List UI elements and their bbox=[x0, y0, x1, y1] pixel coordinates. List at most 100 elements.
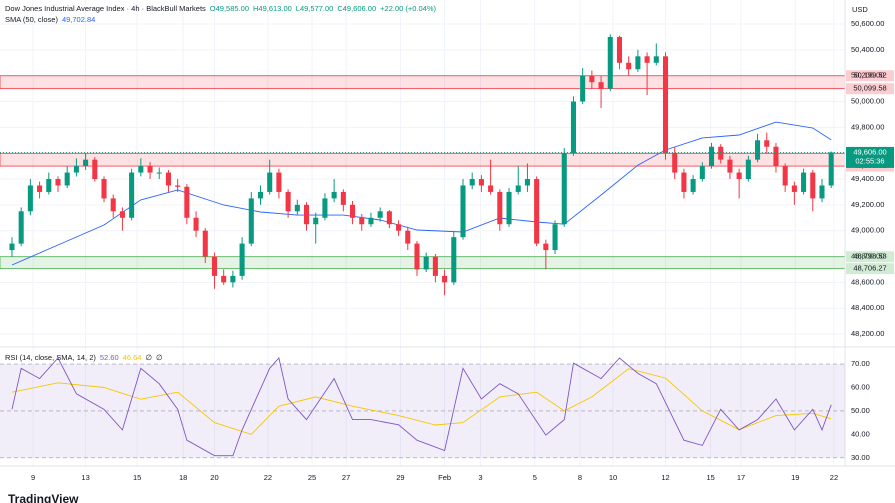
candle-body bbox=[432, 256, 438, 276]
candle-body bbox=[313, 217, 319, 225]
candle-body bbox=[156, 172, 162, 174]
y-tick-label: 50,600.00 bbox=[851, 19, 884, 28]
candle-body bbox=[773, 146, 779, 167]
candle-body bbox=[708, 146, 715, 167]
candle-body bbox=[488, 185, 494, 192]
y-tick-label: 50,000.00 bbox=[851, 97, 884, 106]
candle-body bbox=[423, 256, 429, 270]
sma-value: 49,702.84 bbox=[62, 15, 95, 24]
x-tick-label: 20 bbox=[210, 473, 218, 482]
candle-body bbox=[202, 230, 208, 257]
currency: USD bbox=[852, 5, 868, 14]
countdown: 02:55:36 bbox=[855, 156, 884, 165]
candle-body bbox=[552, 224, 558, 251]
candle-body bbox=[718, 146, 724, 160]
rsi-tick-label: 70.00 bbox=[851, 359, 870, 368]
watermark: TradingView bbox=[8, 492, 79, 503]
x-tick-label: 25 bbox=[308, 473, 316, 482]
rsi-label: RSI (14, close, SMA, 14, 2) bbox=[5, 353, 96, 362]
candle-body bbox=[350, 204, 356, 218]
candle-body bbox=[211, 256, 218, 276]
candle-body bbox=[248, 198, 254, 244]
candle-body bbox=[303, 204, 310, 225]
ohlc-value: H49,613.00 bbox=[253, 4, 292, 13]
ohlc-value: C49,606.00 bbox=[337, 4, 376, 13]
candle-body bbox=[110, 198, 116, 212]
y-tick-label: 48,600.00 bbox=[851, 277, 884, 286]
candle-body bbox=[626, 62, 632, 70]
candle-body bbox=[690, 179, 696, 192]
ohlc-value: +22.00 (+0.04%) bbox=[380, 4, 436, 13]
candle-body bbox=[681, 172, 687, 192]
candle-body bbox=[396, 224, 402, 231]
x-tick-label: 8 bbox=[578, 473, 582, 482]
candle-body bbox=[635, 56, 641, 70]
x-tick-label: 17 bbox=[737, 473, 745, 482]
candle-body bbox=[810, 172, 816, 199]
y-tick-label: 50,200.00 bbox=[851, 71, 884, 80]
candle-body bbox=[92, 159, 98, 180]
candle-body bbox=[340, 191, 346, 205]
level-label-bg bbox=[846, 83, 894, 95]
candle-body bbox=[607, 36, 613, 89]
candle-body bbox=[442, 275, 448, 283]
rsi-line bbox=[11, 357, 832, 457]
ohlc-value: L49,577.00 bbox=[296, 4, 334, 13]
candle-body bbox=[580, 75, 586, 102]
candle-body bbox=[101, 179, 107, 199]
zone bbox=[0, 75, 846, 90]
level-label-bg bbox=[846, 263, 894, 275]
candle-body bbox=[184, 186, 190, 218]
candle-body bbox=[27, 185, 33, 212]
candle-body bbox=[589, 75, 595, 83]
candle-body bbox=[230, 275, 236, 283]
level-label-bg bbox=[846, 70, 894, 82]
candle-body bbox=[18, 211, 24, 244]
candle-body bbox=[386, 211, 392, 225]
x-tick-label: 5 bbox=[533, 473, 537, 482]
ohlc-value: O49,585.00 bbox=[210, 4, 249, 13]
candle-body bbox=[755, 140, 761, 160]
candle-body bbox=[506, 191, 512, 225]
x-tick-label: 3 bbox=[478, 473, 482, 482]
candle-body bbox=[138, 166, 144, 173]
candle-body bbox=[175, 185, 181, 187]
candle-body bbox=[414, 243, 420, 270]
candle-body bbox=[561, 153, 567, 225]
candle-body bbox=[791, 185, 797, 192]
candle-body bbox=[478, 179, 484, 186]
candle-body bbox=[534, 179, 540, 244]
candle-body bbox=[37, 185, 43, 192]
candle-body bbox=[322, 198, 328, 218]
x-tick-label: 19 bbox=[791, 473, 799, 482]
candle-body bbox=[165, 172, 171, 186]
rsi-tick-label: 60.00 bbox=[851, 382, 870, 391]
level-label: 50,199.52 bbox=[853, 71, 886, 80]
candle-body bbox=[672, 153, 678, 173]
level-label: 48,706.27 bbox=[853, 264, 886, 273]
candle-body bbox=[451, 237, 457, 283]
candle-body bbox=[662, 56, 669, 154]
y-tick-label: 49,200.00 bbox=[851, 200, 884, 209]
x-tick-label: Feb bbox=[438, 473, 451, 482]
rsi-sma bbox=[11, 368, 832, 435]
candle-body bbox=[616, 36, 623, 63]
candle-body bbox=[9, 243, 15, 251]
y-tick-label: 50,400.00 bbox=[851, 45, 884, 54]
rsi-value: 52.60 bbox=[100, 353, 119, 362]
candle-body bbox=[497, 191, 503, 225]
candle-body bbox=[801, 172, 807, 192]
level-label: 48,798.53 bbox=[853, 252, 886, 261]
y-tick-label: 48,200.00 bbox=[851, 329, 884, 338]
candle-body bbox=[83, 159, 89, 167]
candle-body bbox=[239, 243, 245, 276]
candle-body bbox=[46, 179, 52, 192]
rsi-header: RSI (14, close, SMA, 14, 2) 52.60 46.64 ∅ ∅ bbox=[5, 353, 163, 362]
candle-body bbox=[745, 159, 751, 180]
current-price-label: 49,606.00 bbox=[853, 147, 886, 156]
candle-body bbox=[276, 172, 282, 192]
candle-body bbox=[570, 101, 576, 154]
candle-body bbox=[405, 230, 411, 244]
